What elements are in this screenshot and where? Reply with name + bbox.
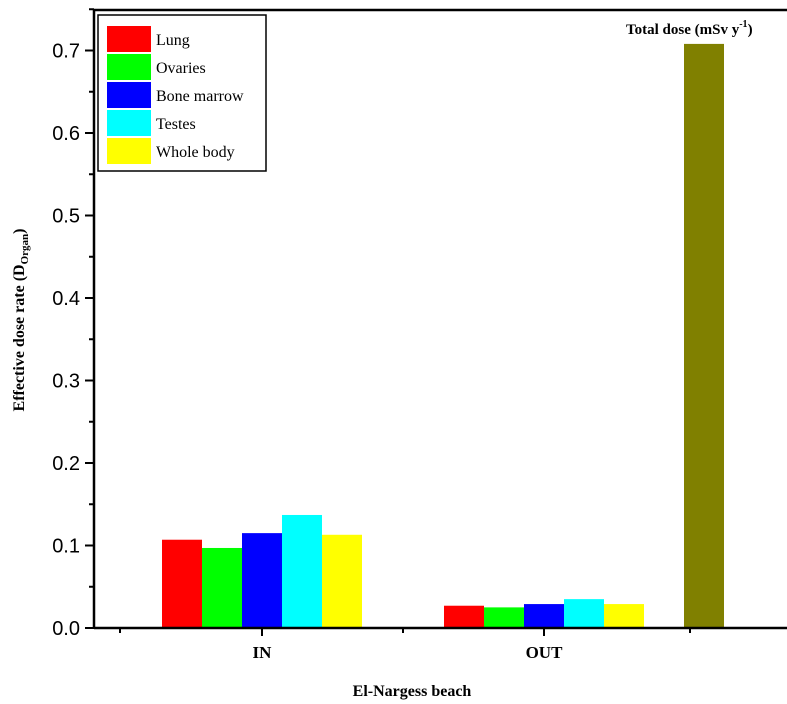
x-tick-label-in: IN xyxy=(253,643,273,662)
legend-swatch-lung xyxy=(107,26,151,52)
bar-total-dose xyxy=(684,43,724,628)
legend-swatch-whole-body xyxy=(107,138,151,164)
legend-swatch-bone-marrow xyxy=(107,82,151,108)
bar-in-whole-body xyxy=(322,534,362,628)
x-axis-title: El-Nargess beach xyxy=(353,683,472,700)
legend: Lung Ovaries Bone marrow Testes Whole body xyxy=(97,14,267,172)
total-dose-label: Total dose (mSv y xyxy=(626,22,740,38)
legend-label-lung: Lung xyxy=(156,32,190,49)
legend-label-testes: Testes xyxy=(156,116,196,133)
bar-in-bone-marrow xyxy=(242,533,282,628)
bar-in-lung xyxy=(162,539,202,628)
y-tick-label: 0.5 xyxy=(52,206,80,228)
legend-label-bone-marrow: Bone marrow xyxy=(156,88,244,105)
bars-group xyxy=(162,43,724,628)
total-dose-label-end: ) xyxy=(748,22,753,38)
legend-label-whole-body: Whole body xyxy=(156,144,235,161)
y-axis-title-main: Effective dose rate (D xyxy=(11,264,28,411)
y-tick-label: 0.7 xyxy=(52,41,80,63)
y-axis-title-end: ) xyxy=(11,229,28,234)
x-ticks-group: IN OUT xyxy=(119,628,691,662)
y-tick-label: 0.4 xyxy=(52,288,80,310)
y-axis-title: Effective dose rate (DOrgan) xyxy=(11,229,31,412)
legend-swatch-ovaries xyxy=(107,54,151,80)
total-dose-annotation: Total dose (mSv y-1) xyxy=(626,19,753,38)
bar-out-whole-body xyxy=(604,604,644,628)
y-tick-label: 0.2 xyxy=(52,453,80,475)
legend-label-ovaries: Ovaries xyxy=(156,60,206,77)
y-tick-label: 0.1 xyxy=(52,536,80,558)
bar-out-ovaries xyxy=(484,607,524,628)
bar-out-bone-marrow xyxy=(524,604,564,628)
legend-swatch-testes xyxy=(107,110,151,136)
bar-in-ovaries xyxy=(202,547,242,628)
y-ticks-group: 0.0 0.1 0.2 0.3 0.4 0.5 0.6 0.7 xyxy=(52,8,94,640)
x-tick-label-out: OUT xyxy=(526,643,564,662)
y-tick-label: 0.0 xyxy=(52,618,80,640)
bar-in-testes xyxy=(282,514,322,628)
y-tick-label: 0.3 xyxy=(52,371,80,393)
y-tick-label: 0.6 xyxy=(52,123,80,145)
total-dose-unit-sup: -1 xyxy=(739,19,747,30)
bar-out-lung xyxy=(444,605,484,628)
bar-out-testes xyxy=(564,599,604,628)
y-axis-title-sub: Organ xyxy=(19,234,31,265)
